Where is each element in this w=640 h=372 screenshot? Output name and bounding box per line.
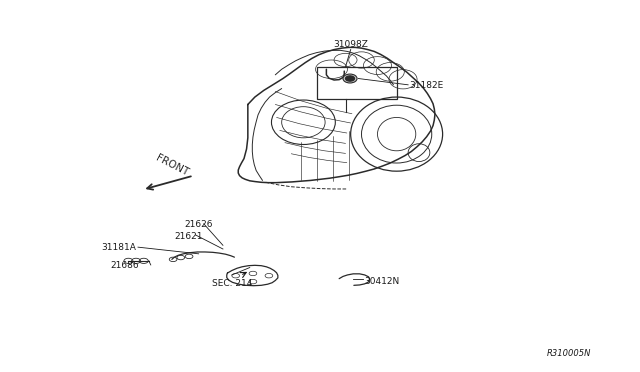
Text: 31098Z: 31098Z: [333, 40, 368, 49]
Text: 31182E: 31182E: [410, 81, 444, 90]
Ellipse shape: [343, 74, 357, 83]
Text: 21686: 21686: [110, 261, 139, 270]
Text: 30412N: 30412N: [365, 277, 400, 286]
Text: SEC. 214: SEC. 214: [212, 279, 252, 288]
Text: 21621: 21621: [175, 231, 204, 241]
Circle shape: [346, 76, 355, 81]
Text: R310005N: R310005N: [547, 349, 591, 358]
Text: 31181A: 31181A: [102, 243, 136, 251]
Bar: [317, 67, 397, 99]
Text: 21626: 21626: [184, 221, 213, 230]
Text: FRONT: FRONT: [154, 153, 190, 178]
